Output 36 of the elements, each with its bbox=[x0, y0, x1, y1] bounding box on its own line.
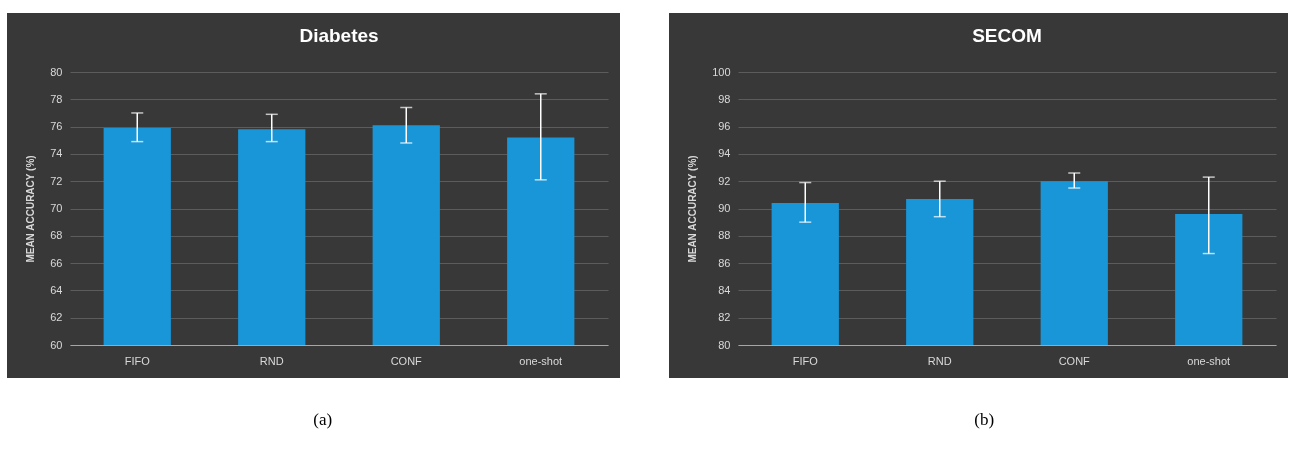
y-tick-label: 86 bbox=[717, 256, 730, 269]
text: (b) bbox=[973, 410, 996, 430]
y-axis-title: MEAN ACCURACY (%) bbox=[686, 155, 698, 263]
y-tick-label: 66 bbox=[50, 256, 63, 269]
y-tick-label: 78 bbox=[50, 92, 63, 105]
x-tick-label: CONF bbox=[390, 354, 423, 367]
text: (a) bbox=[312, 410, 334, 430]
chart-title: Diabetes bbox=[299, 25, 379, 46]
y-tick-label: 80 bbox=[50, 65, 63, 78]
y-tick-label: 60 bbox=[50, 338, 63, 351]
x-tick-label: CONF bbox=[1058, 354, 1090, 367]
x-tick-label: FIFO bbox=[124, 354, 151, 367]
y-tick-label: 72 bbox=[50, 174, 63, 187]
y-tick-label: 70 bbox=[50, 202, 63, 214]
y-tick-label: 88 bbox=[717, 229, 730, 242]
y-tick-label: 98 bbox=[717, 92, 730, 105]
x-tick-label: FIFO bbox=[792, 354, 818, 367]
y-tick-label: 84 bbox=[717, 283, 730, 296]
y-tick-label: 96 bbox=[717, 120, 730, 133]
x-tick-label: RND bbox=[259, 354, 284, 367]
chart-title: SECOM bbox=[971, 25, 1042, 46]
y-tick-label: 64 bbox=[50, 283, 63, 296]
y-tick-label: 76 bbox=[50, 120, 63, 133]
y-tick-label: 62 bbox=[50, 311, 63, 324]
x-tick-label: one-shot bbox=[519, 354, 563, 367]
x-tick-label: RND bbox=[927, 354, 952, 367]
y-tick-label: 100 bbox=[711, 65, 730, 78]
y-tick-label: 68 bbox=[50, 229, 63, 242]
y-tick-label: 90 bbox=[717, 202, 730, 214]
y-tick-label: 74 bbox=[50, 147, 63, 160]
y-tick-label: 82 bbox=[717, 311, 730, 324]
y-tick-label: 80 bbox=[717, 338, 730, 351]
y-axis-title: MEAN ACCURACY (%) bbox=[25, 155, 37, 263]
y-tick-label: 92 bbox=[717, 174, 730, 187]
x-tick-label: one-shot bbox=[1186, 354, 1230, 367]
y-tick-label: 94 bbox=[717, 147, 730, 160]
